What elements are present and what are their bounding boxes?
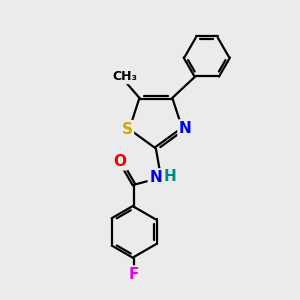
- Text: N: N: [149, 170, 162, 185]
- Text: N: N: [179, 121, 192, 136]
- Text: CH₃: CH₃: [112, 70, 137, 83]
- Text: F: F: [129, 267, 139, 282]
- Text: H: H: [164, 169, 177, 184]
- Text: S: S: [122, 122, 132, 137]
- Text: O: O: [113, 154, 127, 169]
